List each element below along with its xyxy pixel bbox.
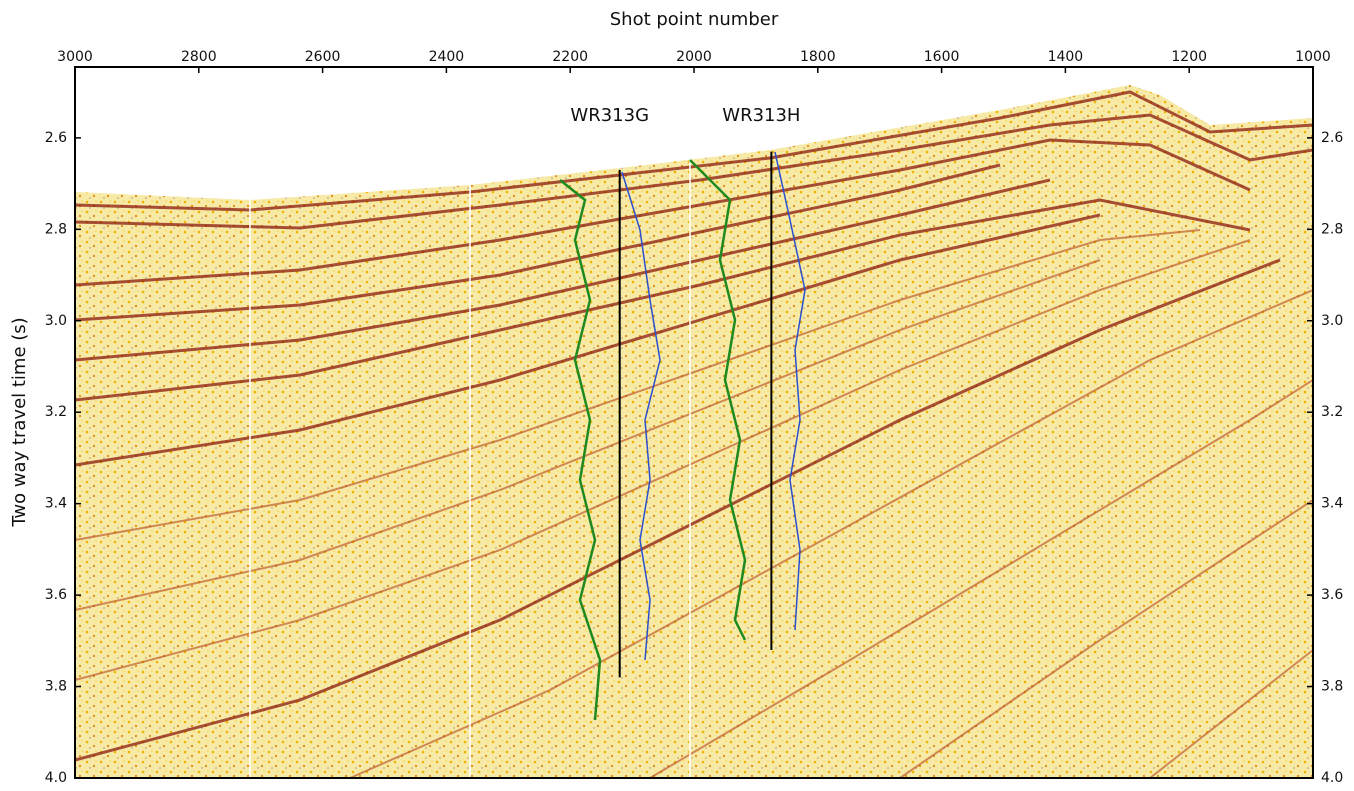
- y-tick-label-right: 2.6: [1321, 130, 1343, 146]
- x-tick-label: 2200: [552, 49, 588, 65]
- chart-title: Shot point number: [610, 9, 779, 30]
- y-tick-label-right: 3.6: [1321, 587, 1343, 603]
- x-tick-label: 3000: [57, 49, 93, 65]
- x-tick-label: 1800: [800, 49, 836, 65]
- x-tick-label: 1600: [924, 49, 960, 65]
- x-tick-label: 1400: [1048, 49, 1084, 65]
- y-tick-label-right: 2.8: [1321, 221, 1343, 237]
- y-tick-label: 2.8: [45, 221, 67, 237]
- y-tick-label-right: 3.8: [1321, 679, 1343, 695]
- y-tick-label: 3.4: [45, 496, 67, 512]
- well-label: WR313G: [570, 105, 649, 126]
- y-tick-label: 3.2: [45, 404, 67, 420]
- y-tick-label-right: 3.2: [1321, 404, 1343, 420]
- y-tick-label-right: 3.0: [1321, 313, 1343, 329]
- x-tick-label: 2400: [429, 49, 465, 65]
- y-axis-label: Two way travel time (s): [9, 317, 30, 527]
- y-tick-label-right: 3.4: [1321, 496, 1343, 512]
- well-label: WR313H: [722, 105, 800, 126]
- y-tick-label-right: 4.0: [1321, 770, 1343, 786]
- x-tick-label: 2000: [676, 49, 712, 65]
- y-tick-label: 2.6: [45, 130, 67, 146]
- y-tick-label: 3.0: [45, 313, 67, 329]
- x-tick-label: 2800: [181, 49, 217, 65]
- y-tick-label: 3.8: [45, 679, 67, 695]
- y-tick-label: 4.0: [45, 770, 67, 786]
- x-tick-label: 2600: [305, 49, 341, 65]
- chart: Shot point number Two way travel time (s…: [0, 0, 1354, 787]
- y-tick-label: 3.6: [45, 587, 67, 603]
- seismic-image: [75, 85, 1313, 778]
- x-tick-label: 1000: [1295, 49, 1331, 65]
- x-tick-label: 1200: [1171, 49, 1207, 65]
